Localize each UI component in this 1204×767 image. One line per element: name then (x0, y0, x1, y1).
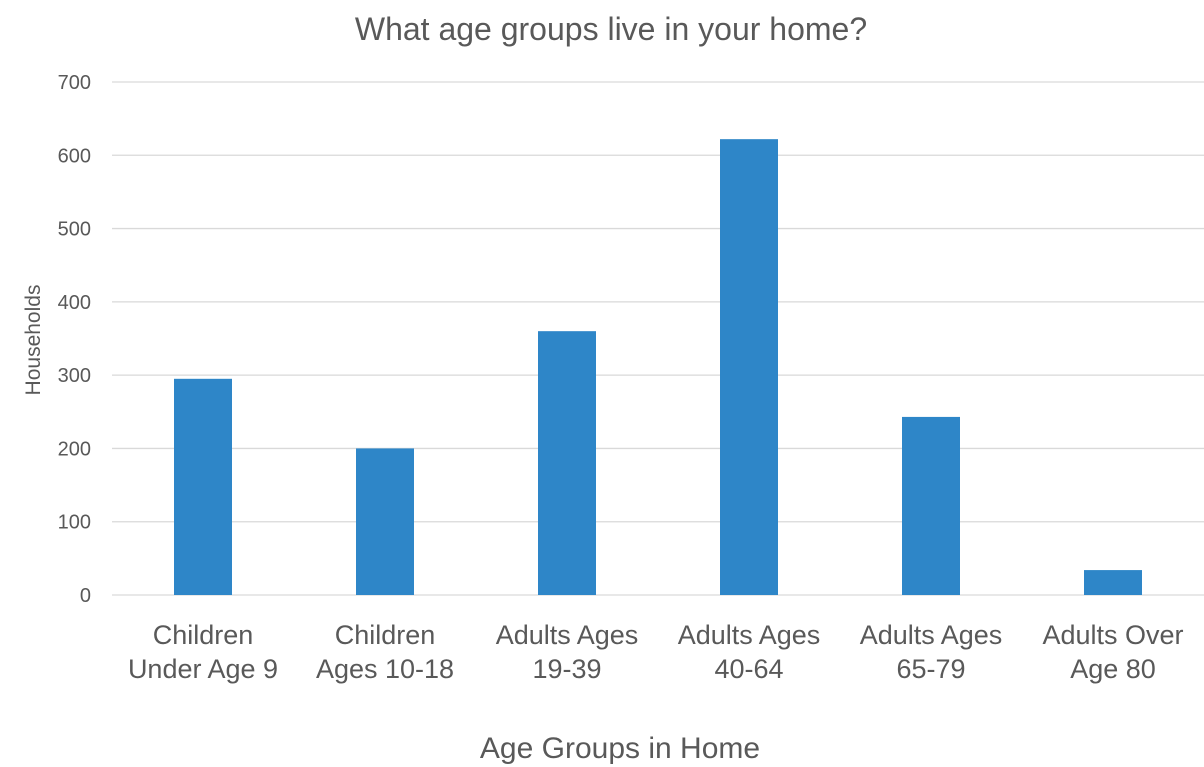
x-tick-labels: Children Under Age 9 Children Ages 10-18 Adu… (128, 620, 1184, 684)
y-tick-label: 200 (58, 438, 91, 460)
bar (538, 331, 596, 595)
y-tick-label: 500 (58, 219, 91, 241)
bars (174, 139, 1142, 596)
y-tick-label: 0 (80, 585, 91, 607)
x-tick-label: Children (335, 620, 436, 650)
x-tick-label: Under Age 9 (128, 654, 278, 684)
y-tick-label: 100 (58, 512, 91, 534)
bar (720, 139, 778, 596)
bar (174, 378, 232, 595)
gridlines (112, 81, 1204, 596)
x-tick-label: Children (153, 620, 254, 650)
y-tick-label: 300 (58, 365, 91, 387)
x-tick-label: 65-79 (896, 654, 965, 684)
bar (356, 448, 414, 595)
chart-title: What age groups live in your home? (355, 11, 867, 47)
x-tick-label: 40-64 (714, 654, 783, 684)
x-axis-title: Age Groups in Home (480, 732, 760, 765)
y-tick-label: 700 (58, 72, 91, 94)
y-axis-title: Households (22, 285, 45, 396)
x-tick-label: Age 80 (1070, 654, 1156, 684)
x-tick-label: Adults Over (1042, 620, 1183, 650)
y-tick-labels: 0 100 200 300 400 500 600 700 (58, 72, 91, 607)
x-tick-label: Ages 10-18 (316, 654, 454, 684)
bar (1084, 570, 1142, 595)
x-tick-label: Adults Ages (678, 620, 821, 650)
x-tick-label: Adults Ages (860, 620, 1003, 650)
y-tick-label: 400 (58, 292, 91, 314)
x-tick-label: Adults Ages (496, 620, 639, 650)
bar (902, 416, 960, 595)
y-tick-label: 600 (58, 145, 91, 167)
x-tick-label: 19-39 (532, 654, 601, 684)
